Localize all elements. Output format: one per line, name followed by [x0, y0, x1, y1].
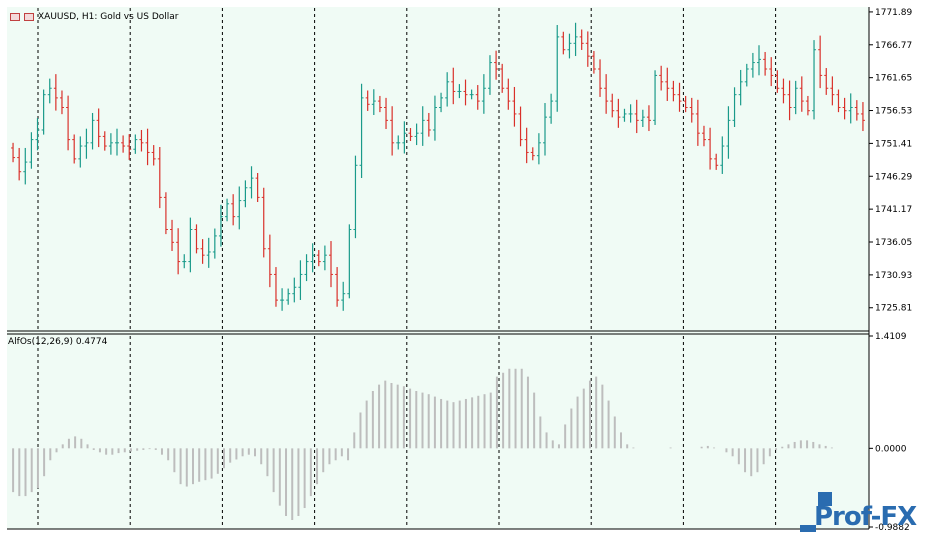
price-tick-label: 1766.77 [875, 41, 912, 51]
oscillator-axis: 1.4109 0.0000 -0.9882 [869, 332, 910, 533]
price-tick-label: 1736.05 [875, 238, 912, 248]
symbol-label: XAUUSD, H1: Gold vs US Dollar [38, 12, 179, 22]
price-axis: 1771.89 1766.77 1761.65 1756.53 1751.41 1746.… [869, 8, 912, 314]
logo-text: Prof-FX [814, 502, 917, 532]
price-candles [11, 22, 865, 311]
oscillator-tick-label: 1.4109 [875, 332, 907, 342]
grid-lines [37, 8, 777, 527]
indicator-label: AlfOs(12,26,9) 0.4774 [8, 337, 108, 347]
price-tick-label: 1741.17 [875, 205, 912, 215]
symbol-title: XAUUSD, H1: Gold vs US Dollar [10, 10, 179, 24]
oscillator-tick-label: -0.9882 [875, 523, 910, 533]
expand-icon[interactable] [10, 13, 20, 21]
price-tick-label: 1756.53 [875, 107, 912, 117]
price-tick-label: 1730.93 [875, 271, 912, 281]
chart-background [7, 7, 869, 529]
price-tick-label: 1761.65 [875, 74, 912, 84]
prof-fx-logo: Prof-FX [800, 492, 926, 536]
oscillator-histogram [12, 368, 833, 520]
price-tick-label: 1725.81 [875, 304, 912, 314]
oscillator-tick-label: 0.0000 [875, 444, 907, 454]
logo-bar-icon [800, 525, 816, 532]
logo-square-icon [818, 492, 832, 506]
price-tick-label: 1751.41 [875, 139, 912, 149]
price-tick-label: 1746.29 [875, 172, 912, 182]
price-tick-label: 1771.89 [875, 8, 912, 18]
chart-window-icon[interactable] [24, 13, 34, 21]
